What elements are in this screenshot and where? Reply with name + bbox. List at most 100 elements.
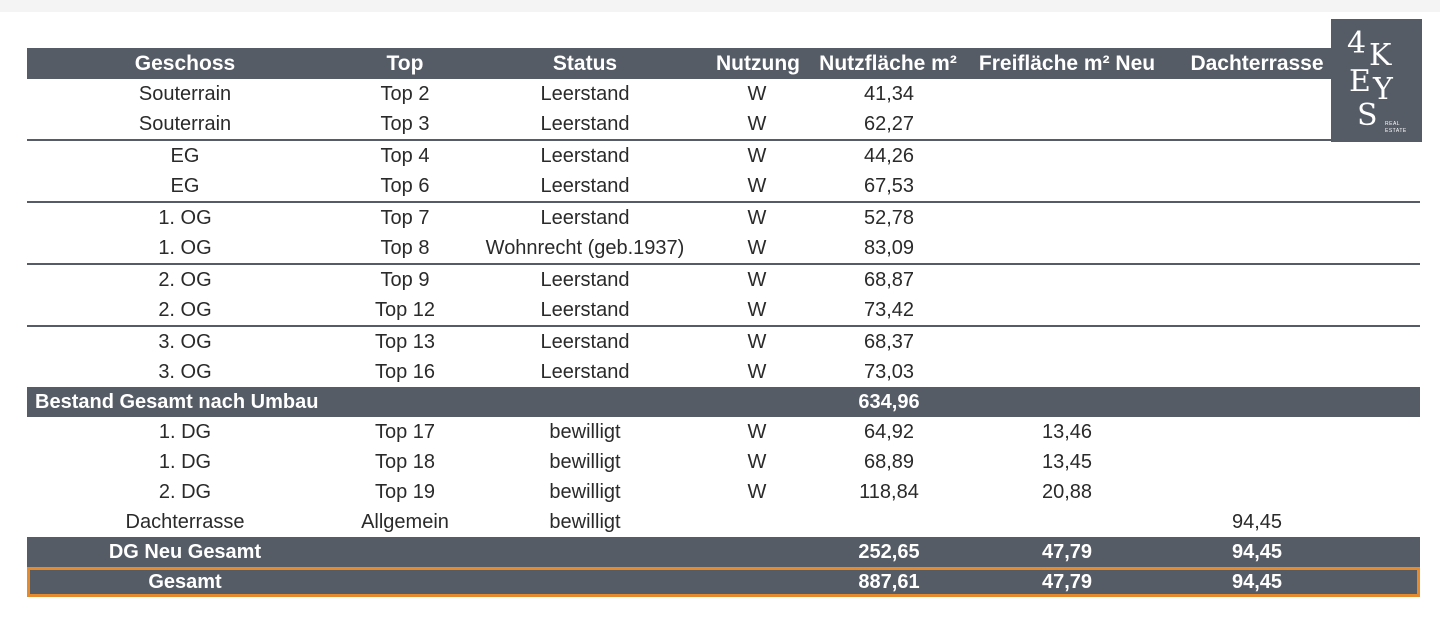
header-top: Top — [386, 52, 424, 75]
dg-total-dachterrasse: 94,45 — [1231, 541, 1283, 563]
cell-status: Leerstand — [540, 145, 630, 167]
cell-nutzflaeche: 83,09 — [863, 237, 915, 259]
cell-top: Top 18 — [374, 451, 436, 473]
cell-nutzung: W — [747, 299, 767, 321]
table-row: Souterrain Top 2 Leerstand W 41,34 — [27, 79, 1420, 109]
cell-geschoss: 1. DG — [158, 451, 212, 473]
table-header: Geschoss Top Status Nutzung Nutzfläche m… — [27, 48, 1420, 79]
cell-nutzung: W — [747, 481, 767, 503]
header-geschoss: Geschoss — [134, 52, 236, 75]
table-row: 3. OG Top 16 Leerstand W 73,03 — [27, 357, 1420, 387]
grand-total-label: Gesamt — [148, 571, 222, 593]
cell-nutzflaeche: 73,03 — [863, 361, 915, 383]
cell-top: Top 19 — [374, 481, 436, 503]
cell-geschoss: EG — [170, 145, 200, 167]
cell-nutzung: W — [747, 83, 767, 105]
table-row: 1. OG Top 7 Leerstand W 52,78 — [27, 201, 1420, 233]
cell-status: Leerstand — [540, 113, 630, 135]
cell-status: Leerstand — [540, 83, 630, 105]
cell-nutzflaeche: 67,53 — [863, 175, 915, 197]
table-row: EG Top 6 Leerstand W 67,53 — [27, 171, 1420, 201]
cell-geschoss: 1. OG — [158, 237, 212, 259]
cell-nutzflaeche: 52,78 — [863, 207, 915, 229]
cell-status: bewilligt — [549, 421, 621, 443]
cell-top: Allgemein — [361, 511, 449, 533]
cell-geschoss: 1. DG — [158, 421, 212, 443]
cell-geschoss: Dachterrasse — [125, 511, 245, 533]
cell-nutzflaeche: 118,84 — [859, 481, 919, 503]
cell-top: Top 6 — [380, 175, 430, 197]
cell-status: Leerstand — [540, 175, 630, 197]
header-status: Status — [552, 52, 618, 75]
cell-status: Leerstand — [540, 361, 630, 383]
cell-geschoss: 2. DG — [158, 481, 212, 503]
cell-nutzung: W — [747, 269, 767, 291]
table-row: 1. DG Top 18 bewilligt W 68,89 13,45 — [27, 447, 1420, 477]
cell-top: Top 7 — [380, 207, 430, 229]
header-freiflaeche: Freifläche m² Neu — [978, 52, 1156, 75]
cell-top: Top 12 — [374, 299, 436, 321]
cell-geschoss: 2. OG — [158, 299, 212, 321]
cell-nutzflaeche: 68,37 — [863, 331, 915, 353]
cell-top: Top 16 — [374, 361, 436, 383]
bestand-total-row: Bestand Gesamt nach Umbau 634,96 — [27, 387, 1420, 417]
cell-geschoss: 3. OG — [158, 361, 212, 383]
dg-total-freiflaeche: 47,79 — [1041, 541, 1093, 563]
cell-geschoss: Souterrain — [138, 113, 232, 135]
cell-top: Top 9 — [380, 269, 430, 291]
cell-status: bewilligt — [549, 481, 621, 503]
cell-top: Top 13 — [374, 331, 436, 353]
cell-top: Top 17 — [374, 421, 436, 443]
cell-nutzflaeche: 64,92 — [863, 421, 915, 443]
cell-nutzflaeche: 73,42 — [863, 299, 915, 321]
cell-nutzung: W — [747, 331, 767, 353]
table-row: 1. DG Top 17 bewilligt W 64,92 13,46 — [27, 417, 1420, 447]
area-table: Geschoss Top Status Nutzung Nutzfläche m… — [27, 48, 1420, 597]
cell-geschoss: EG — [170, 175, 200, 197]
cell-nutzflaeche: 44,26 — [863, 145, 915, 167]
cell-nutzflaeche: 68,87 — [863, 269, 915, 291]
cell-nutzflaeche: 68,89 — [863, 451, 915, 473]
table-row: 3. OG Top 13 Leerstand W 68,37 — [27, 325, 1420, 357]
table-row: EG Top 4 Leerstand W 44,26 — [27, 139, 1420, 171]
grand-total-nutzflaeche: 887,61 — [858, 571, 920, 593]
dg-total-row: DG Neu Gesamt 252,65 47,79 94,45 — [27, 537, 1420, 567]
table-row: Dachterrasse Allgemein bewilligt 94,45 — [27, 507, 1420, 537]
cell-nutzung: W — [747, 361, 767, 383]
cell-status: Leerstand — [540, 299, 630, 321]
cell-dachterrasse: 94,45 — [1231, 511, 1283, 533]
cell-geschoss: 1. OG — [158, 207, 212, 229]
cell-freiflaeche: 13,46 — [1041, 421, 1093, 443]
cell-nutzung: W — [747, 421, 767, 443]
cell-freiflaeche: 13,45 — [1041, 451, 1093, 473]
header-nutzflaeche: Nutzfläche m² — [819, 52, 957, 75]
cell-nutzung: W — [747, 451, 767, 473]
grand-total-row: Gesamt 887,61 47,79 94,45 — [27, 567, 1420, 597]
cell-status: Leerstand — [540, 269, 630, 291]
table-row: 2. OG Top 12 Leerstand W 73,42 — [27, 295, 1420, 325]
cell-nutzung: W — [747, 145, 767, 167]
cell-freiflaeche: 20,88 — [1041, 481, 1093, 503]
cell-top: Top 3 — [380, 113, 430, 135]
cell-geschoss: 3. OG — [158, 331, 212, 353]
cell-status: Wohnrecht (geb.1937) — [485, 237, 685, 259]
cell-status: bewilligt — [549, 511, 621, 533]
header-nutzung: Nutzung — [716, 52, 800, 75]
cell-status: Leerstand — [540, 207, 630, 229]
cell-status: Leerstand — [540, 331, 630, 353]
cell-geschoss: Souterrain — [138, 83, 232, 105]
table-row: Souterrain Top 3 Leerstand W 62,27 — [27, 109, 1420, 139]
company-logo: 4 K E Y S REAL ESTATE — [1331, 19, 1422, 142]
cell-top: Top 4 — [380, 145, 430, 167]
header-dachterrasse: Dachterrasse — [1190, 52, 1324, 75]
cell-nutzflaeche: 41,34 — [863, 83, 915, 105]
grand-total-freiflaeche: 47,79 — [1041, 571, 1093, 593]
bestand-total-nutzflaeche: 634,96 — [858, 391, 920, 413]
table-row: 2. OG Top 9 Leerstand W 68,87 — [27, 263, 1420, 295]
cell-nutzung: W — [747, 113, 767, 135]
cell-top: Top 8 — [380, 237, 430, 259]
cell-nutzung: W — [747, 237, 767, 259]
cell-geschoss: 2. OG — [158, 269, 212, 291]
dg-total-nutzflaeche: 252,65 — [858, 541, 920, 563]
cell-nutzung: W — [747, 207, 767, 229]
